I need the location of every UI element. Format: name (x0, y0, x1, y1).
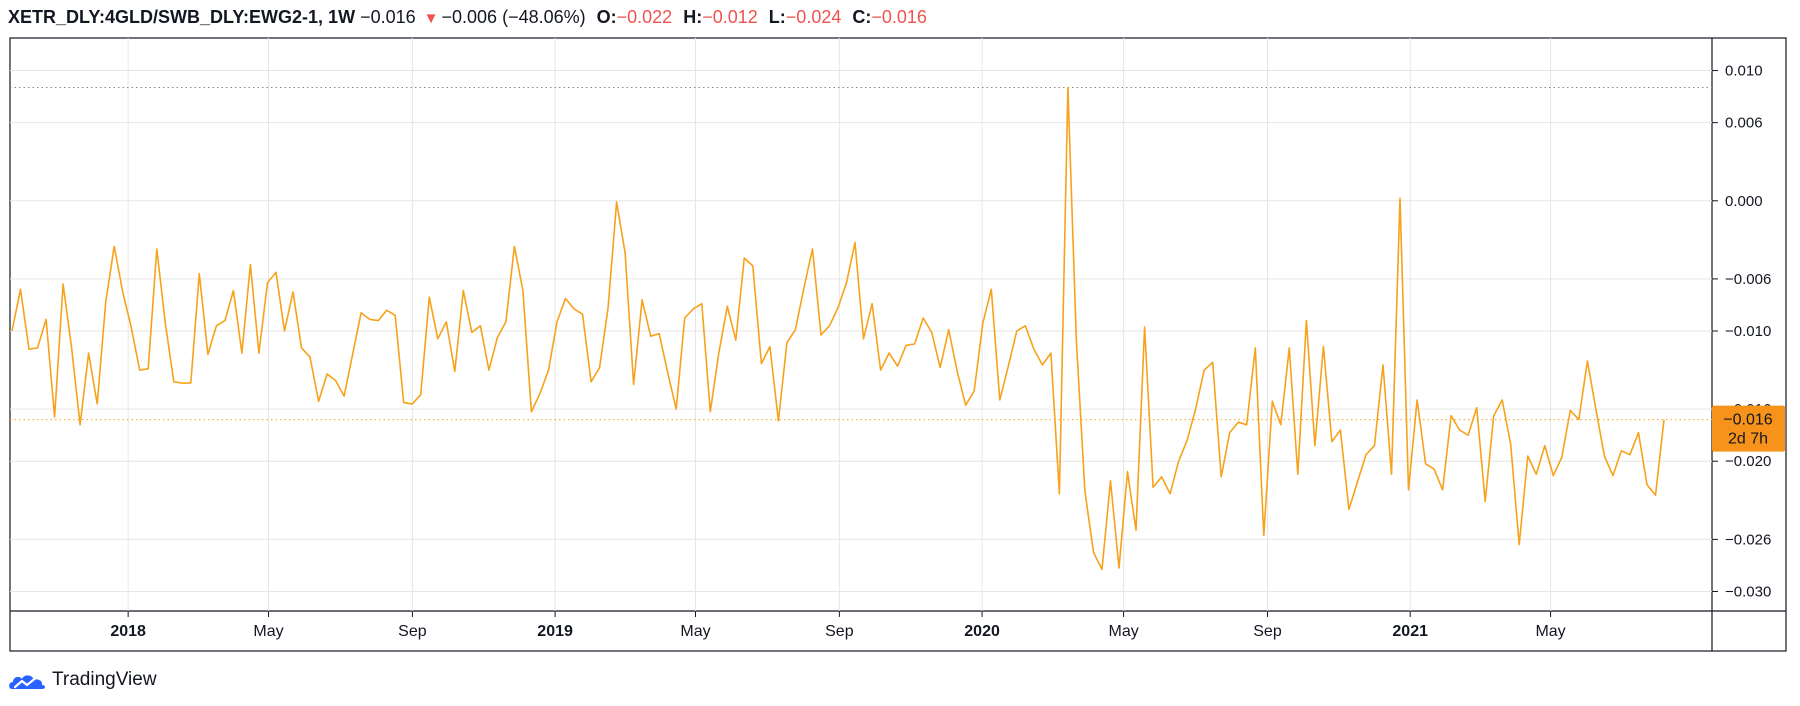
legend-header: XETR_DLY:4GLD/SWB_DLY:EWG2-1, 1W −0.016 … (8, 5, 927, 29)
y-tick-label: −0.020 (1725, 453, 1771, 470)
x-tick-label: 2020 (964, 623, 1000, 640)
close-label: C: (852, 7, 872, 27)
x-tick-label: Sep (825, 623, 854, 640)
y-tick-label: −0.026 (1725, 531, 1771, 548)
x-tick-label: Sep (398, 623, 427, 640)
x-tick-label: May (1535, 623, 1565, 640)
high-label: H: (683, 7, 703, 27)
high-value: −0.012 (702, 7, 758, 27)
down-triangle-icon: ▼ (423, 10, 439, 27)
open-label: O: (596, 7, 617, 27)
close-value: −0.016 (871, 7, 927, 27)
y-tick-label: −0.006 (1725, 271, 1771, 288)
price-axis[interactable]: 0.010 0.006 0.000 −0.006 −0.010 −0.016 −0.020 −… (1712, 63, 1771, 601)
tradingview-cloud-icon (9, 675, 45, 689)
x-tick-label: May (1108, 623, 1138, 640)
last-price-tag-value: −0.016 (1723, 412, 1772, 429)
grid-lines (10, 38, 1712, 611)
last-price-tag: −0.016 2d 7h (1712, 405, 1785, 452)
last-price-tag-bg (1712, 405, 1785, 452)
y-tick-label: 0.010 (1725, 63, 1763, 80)
change-value: −0.006 (−48.06%) (441, 7, 586, 27)
series-line (11, 86, 1665, 571)
low-label: L: (768, 7, 786, 27)
tradingview-wordmark: TradingView (52, 669, 157, 690)
x-tick-label: May (680, 623, 710, 640)
open-value: −0.022 (616, 7, 673, 27)
x-tick-label: Sep (1253, 623, 1282, 640)
x-tick-label: May (253, 623, 283, 640)
guide-lines (10, 86, 1712, 421)
low-value: −0.024 (785, 7, 842, 27)
chart-frame (9, 37, 1787, 652)
x-tick-label: 2021 (1392, 623, 1428, 640)
y-tick-label: −0.030 (1725, 583, 1771, 600)
y-tick-label: 0.000 (1725, 193, 1763, 210)
symbol-title: XETR_DLY:4GLD/SWB_DLY:EWG2-1, 1W (8, 7, 356, 27)
last-price-tag-countdown: 2d 7h (1728, 431, 1768, 448)
last-value: −0.016 (360, 7, 416, 27)
x-tick-label: 2018 (110, 623, 146, 640)
y-tick-label: −0.010 (1725, 323, 1771, 340)
tradingview-logo[interactable]: TradingView (8, 668, 157, 692)
time-axis[interactable]: 2018 May Sep 2019 May Sep 2020 May Sep 2021 May (110, 611, 1566, 640)
x-tick-label: 2019 (537, 623, 573, 640)
y-tick-label: 0.006 (1725, 115, 1763, 132)
